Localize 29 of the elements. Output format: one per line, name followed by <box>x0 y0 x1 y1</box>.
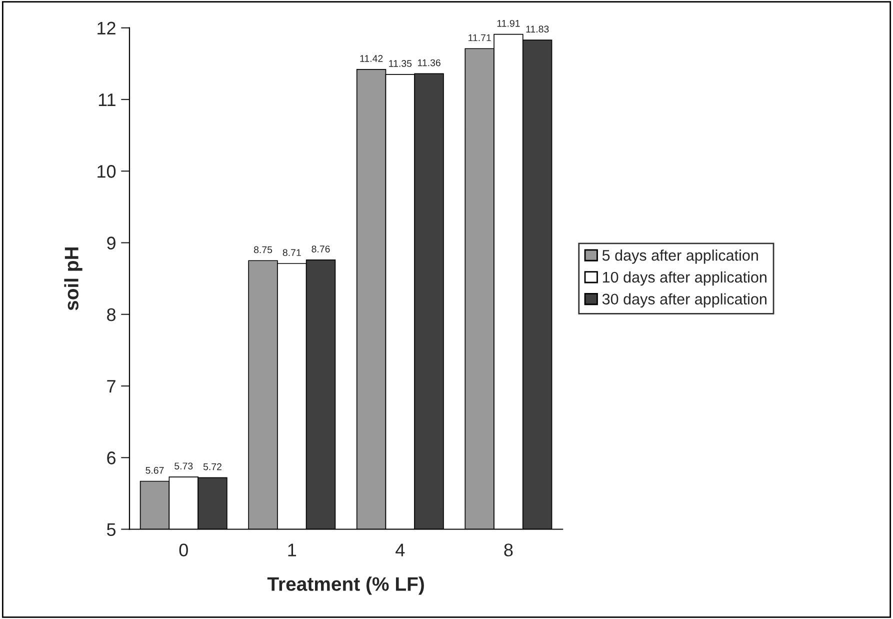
data-label: 11.35 <box>389 60 412 67</box>
legend-label: 10 days after application <box>602 271 766 286</box>
y-tick-label: 9 <box>107 236 116 250</box>
x-tick-label: 1 <box>288 544 296 556</box>
legend-label: 30 days after application <box>602 293 766 308</box>
y-tick-label: 11 <box>98 94 116 106</box>
data-label: 11.71 <box>468 34 491 42</box>
y-tick-label: 5 <box>106 523 116 536</box>
legend-label: 5 days after application <box>602 250 758 264</box>
y-tick-label: 7 <box>107 380 116 393</box>
x-tick-label: 4 <box>396 544 405 556</box>
y-tick-label: 12 <box>98 22 116 34</box>
y-tick-label: 6 <box>107 452 116 464</box>
data-label: 8.75 <box>254 246 272 254</box>
data-label: 8.71 <box>282 249 301 256</box>
x-tick-label: 0 <box>179 544 188 556</box>
data-label: 5.67 <box>146 466 164 474</box>
data-label: 8.76 <box>312 246 330 252</box>
data-label: 11.83 <box>526 26 549 33</box>
y-axis-title: soil pH <box>64 247 82 310</box>
y-tick-label: 10 <box>98 165 116 178</box>
data-label: 11.36 <box>418 59 440 66</box>
x-tick-label: 8 <box>504 544 513 556</box>
data-label: 11.91 <box>497 20 520 27</box>
data-label: 5.72 <box>203 463 222 470</box>
data-label: 5.73 <box>174 462 193 470</box>
x-axis-title: Treatment (% LF) <box>267 576 424 595</box>
data-label: 11.42 <box>360 55 383 62</box>
y-tick-label: 8 <box>107 308 116 322</box>
